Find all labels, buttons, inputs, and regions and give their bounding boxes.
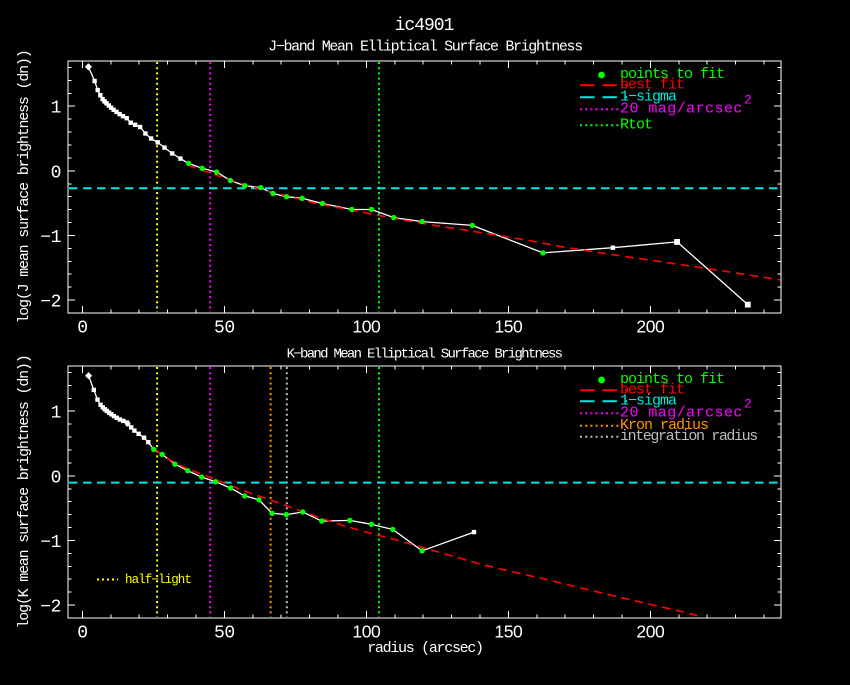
svg-text:K−band Mean Elliptical Surface: K−band Mean Elliptical Surface Brightnes…: [287, 347, 563, 363]
svg-text:−1: −1: [40, 533, 61, 553]
svg-text:half−light: half−light: [125, 573, 191, 587]
svg-text:150: 150: [494, 317, 523, 337]
svg-text:ic4901: ic4901: [395, 16, 454, 36]
svg-text:200: 200: [636, 317, 665, 337]
svg-text:log(K mean surface brightness: log(K mean surface brightness (dn)): [16, 355, 33, 628]
svg-text:2: 2: [744, 397, 751, 412]
svg-text:1−sigma: 1−sigma: [620, 89, 677, 106]
svg-text:Kron radius: Kron radius: [620, 417, 708, 434]
svg-text:−2: −2: [40, 293, 61, 313]
svg-text:integration radius: integration radius: [620, 428, 757, 445]
svg-text:0: 0: [51, 468, 61, 488]
svg-text:100: 100: [352, 317, 381, 337]
svg-text:100: 100: [352, 622, 381, 642]
svg-text:0: 0: [77, 624, 87, 644]
svg-text:0: 0: [51, 163, 61, 183]
svg-text:2: 2: [744, 93, 751, 108]
svg-text:1: 1: [51, 99, 61, 119]
svg-text:J−band Mean Elliptical Surface: J−band Mean Elliptical Surface Brightnes…: [268, 39, 582, 56]
svg-text:0: 0: [77, 319, 87, 339]
svg-text:50: 50: [214, 319, 235, 339]
svg-text:−2: −2: [40, 598, 61, 618]
svg-text:20 mag/arcsec: 20 mag/arcsec: [620, 405, 743, 422]
svg-text:200: 200: [636, 622, 665, 642]
svg-text:1−sigma: 1−sigma: [620, 393, 677, 410]
svg-text:20 mag/arcsec: 20 mag/arcsec: [620, 101, 743, 118]
svg-text:150: 150: [494, 622, 523, 642]
svg-text:points to fit: points to fit: [620, 371, 724, 388]
svg-text:best fit: best fit: [620, 382, 684, 399]
svg-text:log(J mean surface brightness: log(J mean surface brightness (dn)): [16, 50, 33, 323]
svg-text:Rtot: Rtot: [620, 117, 652, 134]
svg-text:−1: −1: [40, 228, 61, 248]
svg-text:best fit: best fit: [620, 77, 684, 94]
svg-text:50: 50: [214, 624, 235, 644]
svg-text:1: 1: [51, 404, 61, 424]
svg-text:radius (arcsec): radius (arcsec): [367, 640, 483, 657]
svg-text:points to fit: points to fit: [620, 66, 724, 83]
